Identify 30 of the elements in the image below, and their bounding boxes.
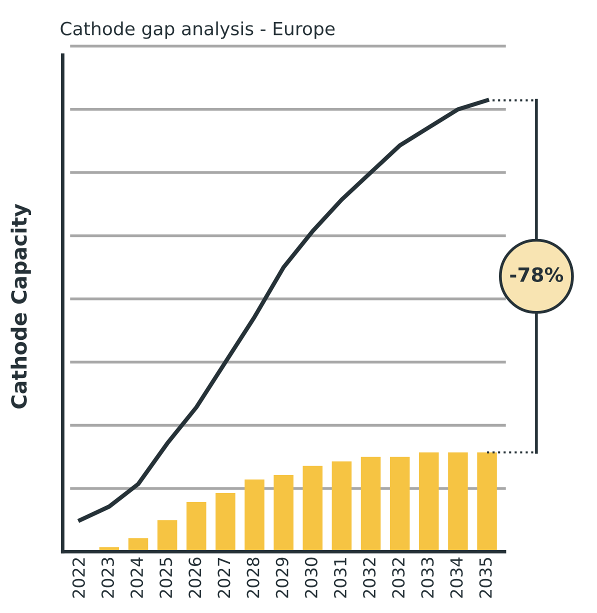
bar (477, 452, 497, 552)
x-tick-label: 2027 (218, 558, 230, 598)
x-tick-label: 2035 (479, 558, 492, 598)
x-tick-label: 2026 (188, 558, 202, 598)
bar (157, 520, 178, 552)
bar (419, 452, 439, 552)
x-tick-label: 2032 (363, 558, 376, 598)
bar (390, 456, 410, 552)
x-tick-label: 2030 (304, 558, 318, 598)
chart-title: Cathode gap analysis - Europe (60, 21, 335, 39)
bar (244, 479, 264, 552)
bar (216, 493, 236, 552)
bar (274, 474, 294, 552)
x-tick-label: 2032 (392, 558, 405, 598)
bar (186, 502, 206, 552)
bar (302, 466, 323, 552)
x-tick-label: 2029 (276, 558, 288, 598)
x-tick-label: 2023 (101, 558, 114, 598)
x-tick-label: 2024 (130, 557, 144, 598)
x-tick-label: 2031 (334, 558, 347, 598)
x-tick-label: 2028 (246, 558, 260, 598)
y-axis-title: Cathode Capacity (10, 204, 32, 409)
x-tick-label: 2025 (160, 558, 172, 598)
x-tick-label: 2033 (421, 558, 434, 598)
bar (448, 452, 468, 552)
bar (360, 456, 381, 552)
x-tick-label: 2022 (72, 558, 85, 598)
text: -78% (510, 267, 564, 282)
x-tick-label: 2034 (450, 557, 463, 598)
bar (332, 461, 352, 552)
